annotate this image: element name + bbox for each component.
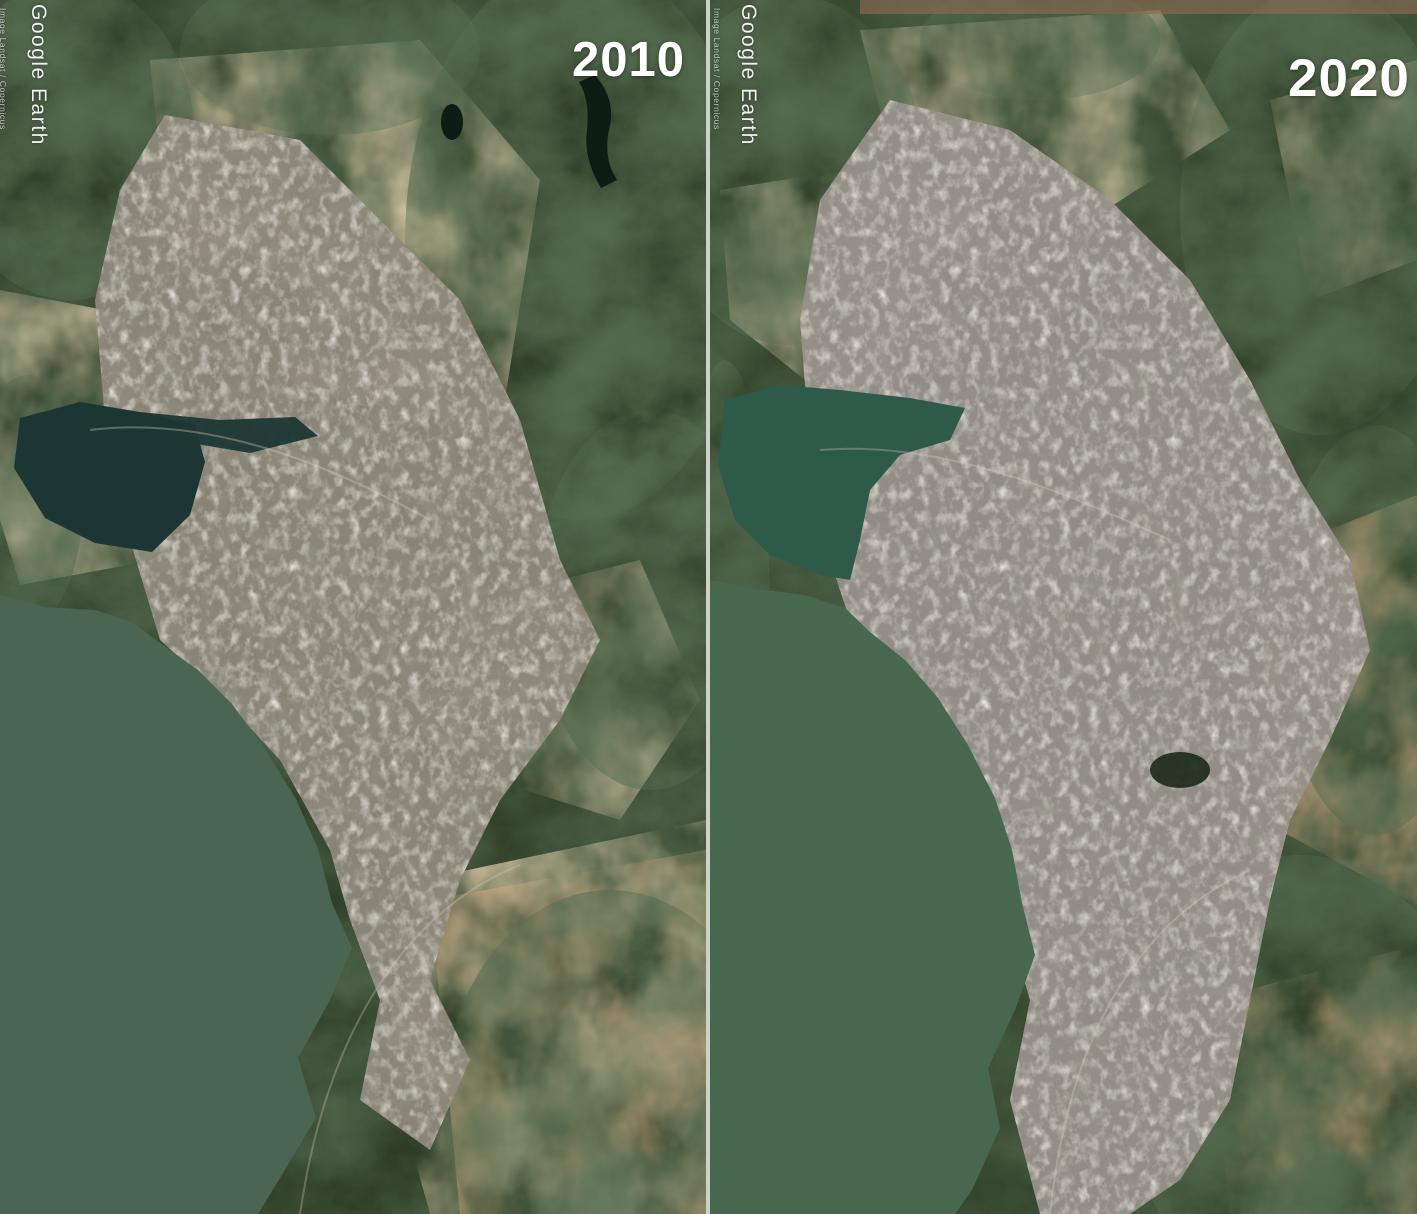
road bbox=[299, 864, 521, 1214]
urban-texture bbox=[800, 100, 1370, 1214]
panel-2020-art bbox=[710, 0, 1417, 1214]
inner-lake bbox=[14, 402, 205, 552]
lake bbox=[0, 595, 352, 1214]
mountain-ridge bbox=[920, 0, 1160, 100]
imagery-attribution: Image Landsat / Copernicus bbox=[712, 8, 722, 130]
mountain-ridge bbox=[1180, 0, 1417, 435]
year-label-2010: 2010 bbox=[572, 33, 686, 87]
imagery-attribution: Image Landsat / Copernicus bbox=[0, 8, 8, 130]
mountain-ridge bbox=[445, 890, 706, 1214]
pond bbox=[441, 104, 463, 140]
park-patch bbox=[1150, 752, 1210, 788]
road bbox=[89, 426, 431, 521]
urban-texture bbox=[95, 115, 600, 1150]
google-earth-watermark: Google Earth bbox=[736, 4, 760, 146]
mountain-ridge bbox=[180, 0, 480, 135]
haze-band bbox=[860, 0, 1417, 14]
panel-divider bbox=[706, 0, 710, 1214]
google-earth-watermark: Google Earth bbox=[26, 4, 50, 146]
inner-lake bbox=[718, 385, 965, 580]
google-earth-logo-text: Google Earth bbox=[737, 4, 760, 146]
road bbox=[1049, 869, 1251, 1214]
inner-lake-arm bbox=[140, 412, 318, 453]
lake bbox=[710, 580, 1035, 1214]
mountain-ridge bbox=[535, 410, 706, 790]
road bbox=[819, 447, 1171, 541]
panel-2010-art bbox=[0, 0, 706, 1214]
reservoir bbox=[579, 75, 617, 188]
year-label-2020: 2020 bbox=[1288, 49, 1410, 108]
google-earth-logo-text: Google Earth bbox=[27, 4, 50, 146]
